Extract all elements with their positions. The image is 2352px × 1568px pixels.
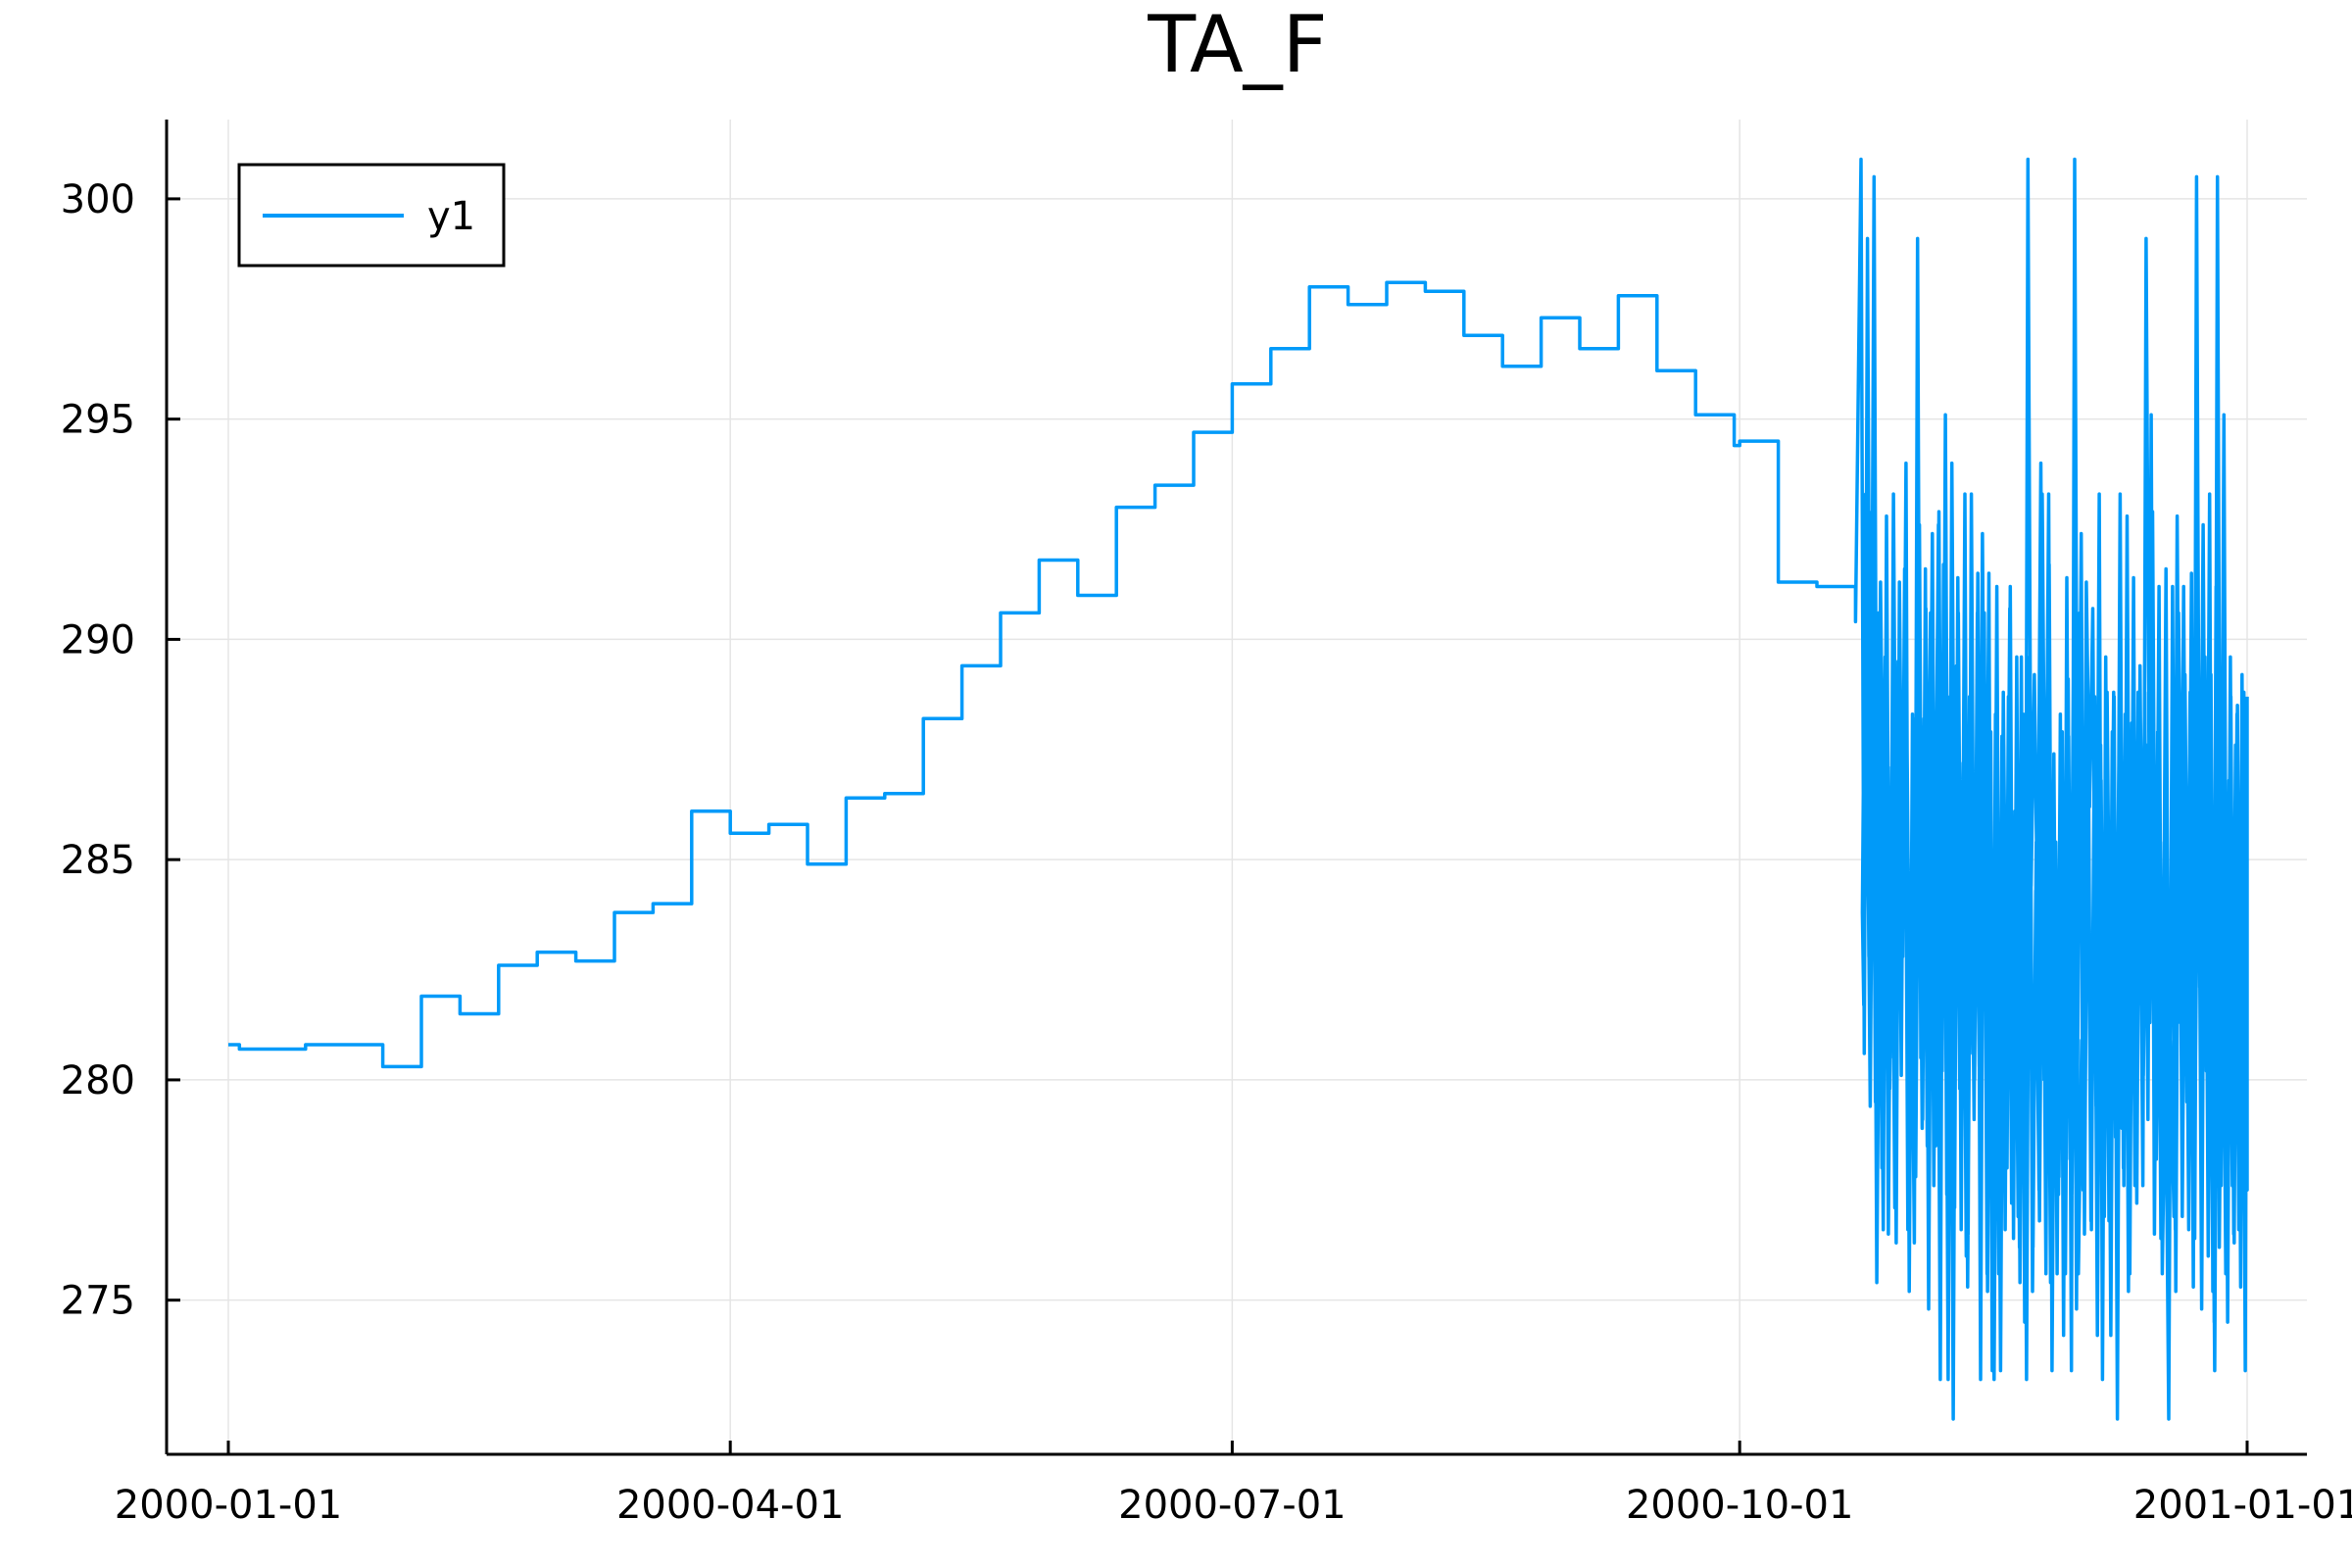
y-tick-label: 280 xyxy=(61,1058,135,1103)
x-tick-label: 2000-01-01 xyxy=(115,1483,342,1528)
y-tick-label: 275 xyxy=(61,1279,135,1324)
y-tick-label: 290 xyxy=(61,617,135,662)
x-tick-label: 2000-04-01 xyxy=(616,1483,844,1528)
axes xyxy=(165,120,2307,1456)
legend: y1 xyxy=(237,163,506,268)
legend-label-y1: y1 xyxy=(427,194,475,239)
x-tick-label: 2000-10-01 xyxy=(1626,1483,1853,1528)
y-tick-label: 300 xyxy=(61,177,135,222)
grid xyxy=(167,120,2307,1454)
series-line-y1 xyxy=(228,157,2249,1421)
chart-title: TA_F xyxy=(1147,0,1327,90)
y-tick-label: 285 xyxy=(61,838,135,883)
x-tick-label: 2000-07-01 xyxy=(1118,1483,1346,1528)
x-tick-label: 2001-01-01 xyxy=(2133,1483,2352,1528)
series-layer xyxy=(228,157,2249,1421)
tick-labels: 2000-01-01 2000-04-01 2000-07-01 2000-10-01… xyxy=(61,177,2352,1528)
y-tick-label: 295 xyxy=(61,398,135,443)
